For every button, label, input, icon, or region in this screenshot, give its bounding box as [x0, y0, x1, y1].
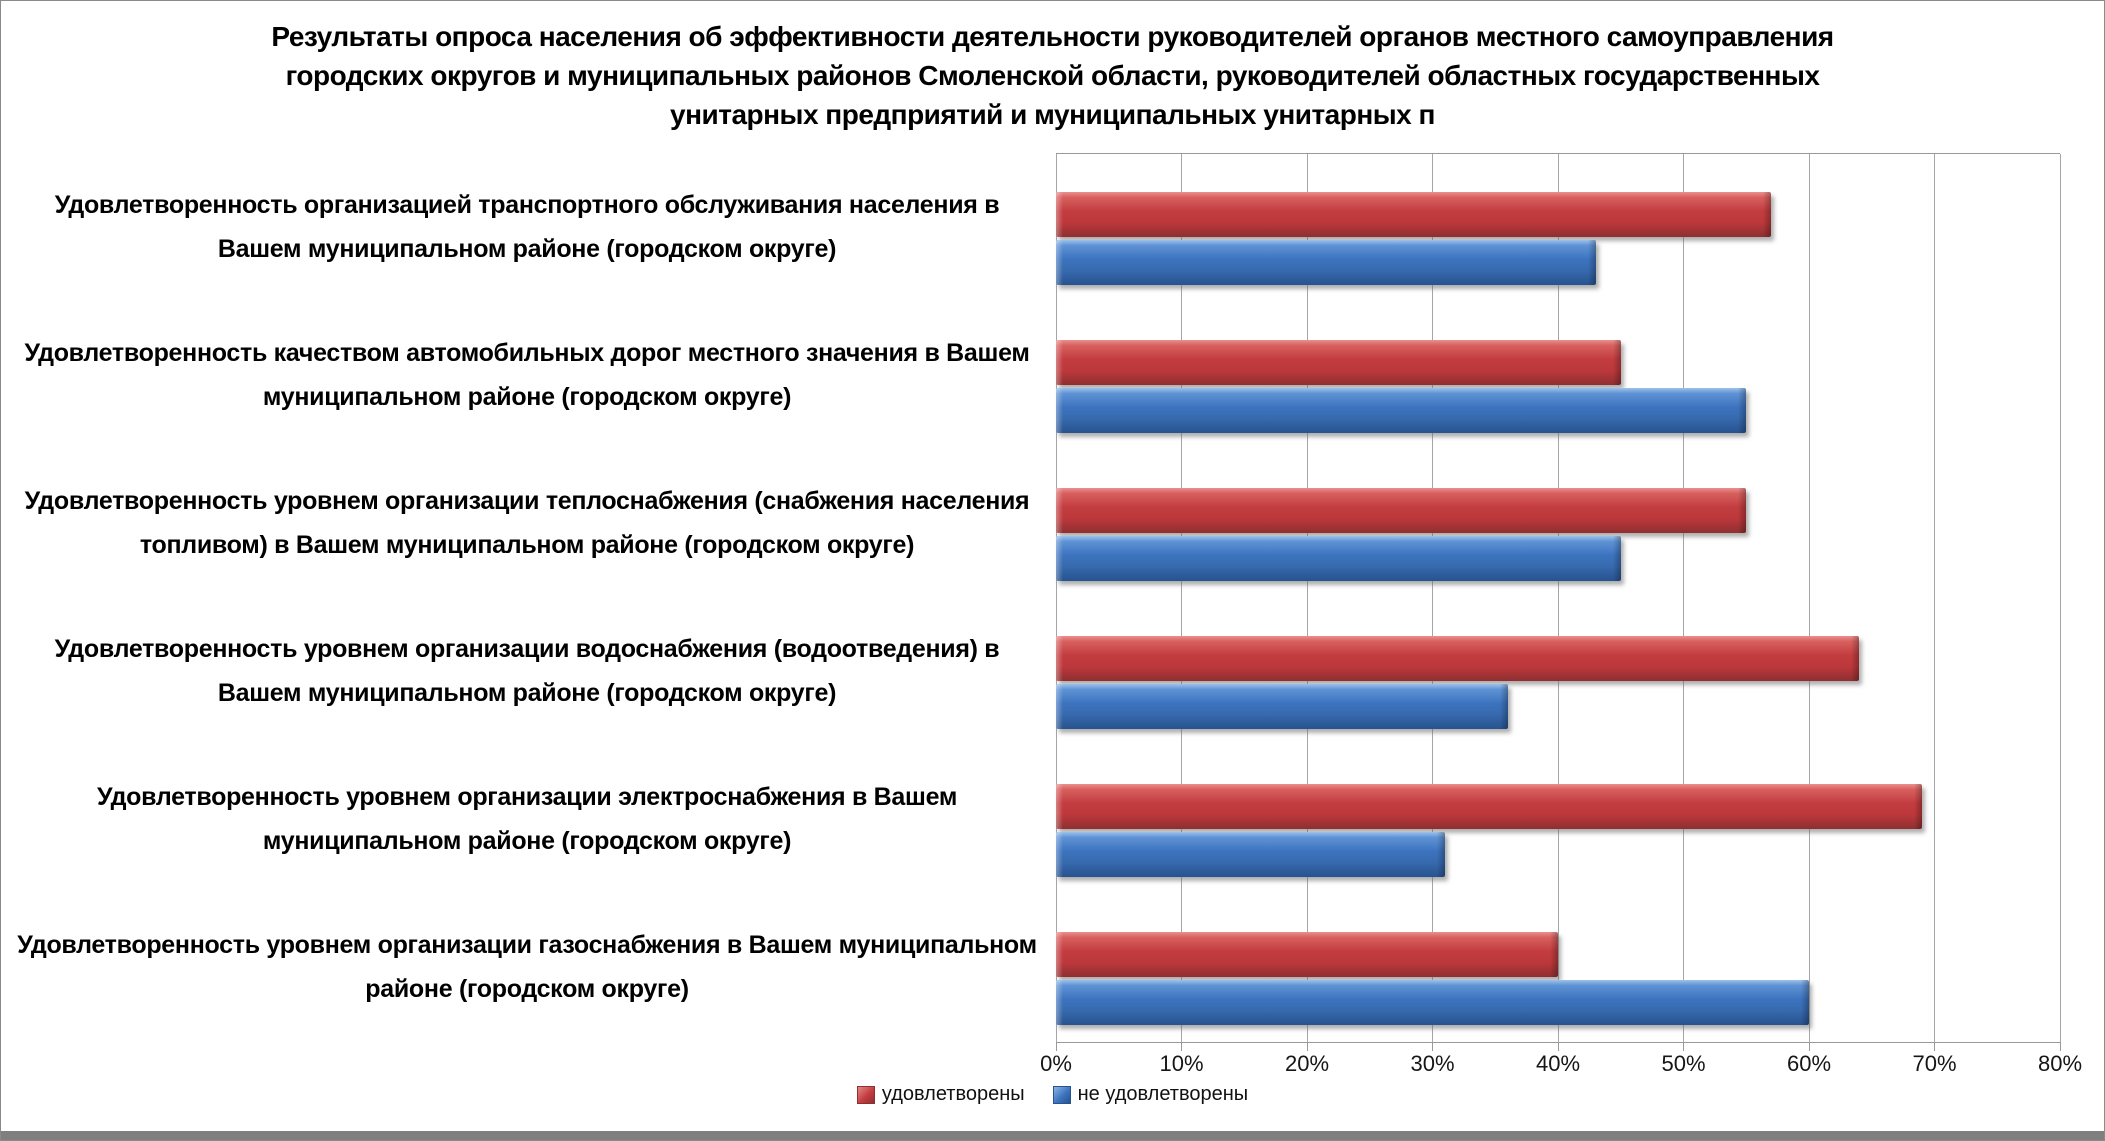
legend-label-satisfied: удовлетворены: [881, 1083, 1025, 1105]
bar-satisfied: [1056, 340, 1621, 385]
axis-tick-mark: [1934, 1042, 1935, 1051]
x-axis: 0% 10% 20% 30% 40% 50% 60% 70% 80%: [1040, 1051, 2082, 1079]
category-label: Удовлетворенность уровнем организации га…: [17, 931, 1037, 1003]
axis-tick-mark: [2059, 1042, 2061, 1051]
x-tick-label: 70%: [1912, 1051, 1957, 1076]
chart-title: Результаты опроса населения об эффективн…: [1, 17, 2104, 134]
axis-tick-mark: [1181, 1042, 1182, 1051]
chart-title-line-2: городских округов и муниципальных районо…: [285, 60, 1820, 91]
bar-not-satisfied: [1056, 684, 1508, 729]
x-tick-label: 80%: [2037, 1051, 2083, 1076]
legend: удовлетворены не удовлетворены: [1, 1083, 2104, 1106]
chart-title-line-3: унитарных предприятий и муниципальных ун…: [670, 99, 1435, 130]
gridline: [1055, 154, 1057, 1042]
legend-swatch-not-satisfied: [1052, 1085, 1071, 1104]
x-tick-label: 30%: [1410, 1051, 1455, 1076]
category-axis-labels: Удовлетворенность организацией транспорт…: [11, 153, 1043, 1041]
bar-not-satisfied: [1056, 536, 1621, 581]
gridline: [1181, 154, 1182, 1042]
window-bottom-edge: [1, 1131, 2104, 1140]
axis-tick-mark: [1306, 1042, 1308, 1051]
x-tick-label: 10%: [1159, 1051, 1204, 1076]
gridline: [1808, 154, 1810, 1042]
bar-not-satisfied: [1056, 980, 1809, 1025]
bar-satisfied: [1056, 932, 1558, 977]
gridline: [1306, 154, 1308, 1042]
axis-tick-mark: [1557, 1042, 1559, 1051]
bar-not-satisfied: [1056, 832, 1446, 877]
axis-tick-mark: [1683, 1042, 1684, 1051]
gridline: [1432, 154, 1433, 1042]
gridline: [1934, 154, 1935, 1042]
x-tick-label: 40%: [1535, 1051, 1581, 1076]
gridline: [1557, 154, 1559, 1042]
plot-area: [1055, 153, 2061, 1051]
bar-not-satisfied: [1056, 240, 1596, 285]
gridline: [1683, 154, 1684, 1042]
category-label: Удовлетворенность уровнем организации эл…: [96, 783, 958, 855]
category-label: Удовлетворенность организацией транспорт…: [54, 191, 1000, 263]
bar-satisfied: [1056, 784, 1922, 829]
category-label: Удовлетворенность качеством автомобильны…: [24, 339, 1030, 411]
x-tick-label: 60%: [1786, 1051, 1832, 1076]
legend-swatch-satisfied: [856, 1085, 875, 1104]
axis-tick-mark: [1432, 1042, 1433, 1051]
category-label: Удовлетворенность уровнем организации во…: [54, 635, 1000, 707]
category-label: Удовлетворенность уровнем организации те…: [24, 487, 1030, 559]
x-tick-label: 50%: [1661, 1051, 1706, 1076]
gridline: [2059, 154, 2061, 1042]
legend-label-not-satisfied: не удовлетворены: [1077, 1083, 1249, 1105]
bar-satisfied: [1056, 636, 1860, 681]
axis-tick-mark: [1055, 1042, 1057, 1051]
x-tick-label: 20%: [1284, 1051, 1330, 1076]
bar-satisfied: [1056, 488, 1747, 533]
legend-item-satisfied: удовлетворены: [856, 1083, 1025, 1106]
x-tick-label: 0%: [1040, 1051, 1072, 1076]
bar-satisfied: [1056, 192, 1772, 237]
bar-not-satisfied: [1056, 388, 1747, 433]
legend-item-not-satisfied: не удовлетворены: [1052, 1083, 1249, 1106]
axis-tick-mark: [1808, 1042, 1810, 1051]
chart-title-line-1: Результаты опроса населения об эффективн…: [271, 21, 1834, 52]
